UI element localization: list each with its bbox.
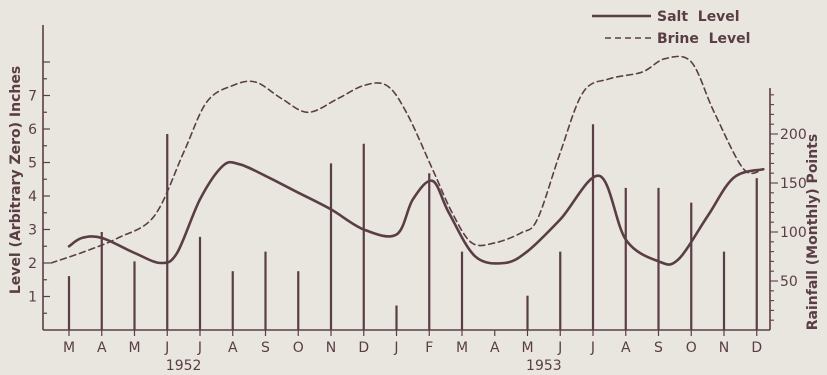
- legend-salt-label: Salt Level: [657, 9, 740, 25]
- x-tick-label: M: [456, 340, 468, 356]
- right-y-tick-label: 50: [780, 274, 798, 290]
- x-tick-label: A: [228, 340, 238, 356]
- x-tick-label: J: [557, 340, 562, 356]
- x-tick-label: O: [686, 340, 697, 356]
- tick-labels: 1 2 3 4 5 6 7 50 100 150 200 M A M J J A S O N D J F M A M J J A S O N D…: [28, 89, 807, 375]
- x-tick-label: N: [719, 340, 729, 356]
- right-axis-label: Rainfall (Monthly) Points: [805, 134, 821, 330]
- x-tick-label: D: [751, 340, 762, 356]
- rainfall-bars: [67, 124, 758, 330]
- x-tick-label: N: [326, 340, 336, 356]
- x-tick-label: M: [128, 340, 140, 356]
- x-tick-label: J: [393, 340, 398, 356]
- left-y-tick-label: 4: [28, 189, 37, 205]
- x-tick-label: D: [358, 340, 369, 356]
- legend-brine-label: Brine Level: [657, 31, 750, 47]
- left-y-tick-label: 6: [28, 122, 37, 138]
- salt-level-line: [67, 160, 765, 266]
- left-y-tick-label: 3: [28, 223, 37, 239]
- x-tick-label: M: [63, 340, 75, 356]
- x-tick-label: S: [654, 340, 663, 356]
- year-label: 1953: [526, 358, 562, 374]
- x-tick-label: M: [521, 340, 533, 356]
- right-y-tick-label: 100: [780, 225, 807, 241]
- x-tick-label: O: [293, 340, 304, 356]
- x-tick-label: A: [621, 340, 631, 356]
- axes: [42, 25, 778, 336]
- level-lines: [50, 55, 765, 266]
- brine-level-line: [50, 55, 765, 264]
- right-y-tick-label: 150: [780, 176, 807, 192]
- x-tick-label: A: [97, 340, 107, 356]
- x-tick-label: J: [164, 340, 169, 356]
- right-y-tick-label: 200: [780, 127, 807, 143]
- x-tick-label: J: [590, 340, 595, 356]
- left-y-tick-label: 2: [28, 256, 37, 272]
- left-axis-label: Level (Arbitrary Zero) Inches: [8, 66, 24, 294]
- year-label: 1952: [166, 358, 202, 374]
- left-y-tick-label: 5: [28, 156, 37, 172]
- x-tick-label: F: [425, 340, 433, 356]
- x-tick-label: A: [490, 340, 500, 356]
- x-tick-label: J: [197, 340, 202, 356]
- left-y-tick-label: 1: [28, 290, 37, 306]
- left-y-tick-label: 7: [28, 89, 37, 105]
- x-tick-label: S: [261, 340, 270, 356]
- legend: Salt Level Brine Level: [592, 9, 750, 47]
